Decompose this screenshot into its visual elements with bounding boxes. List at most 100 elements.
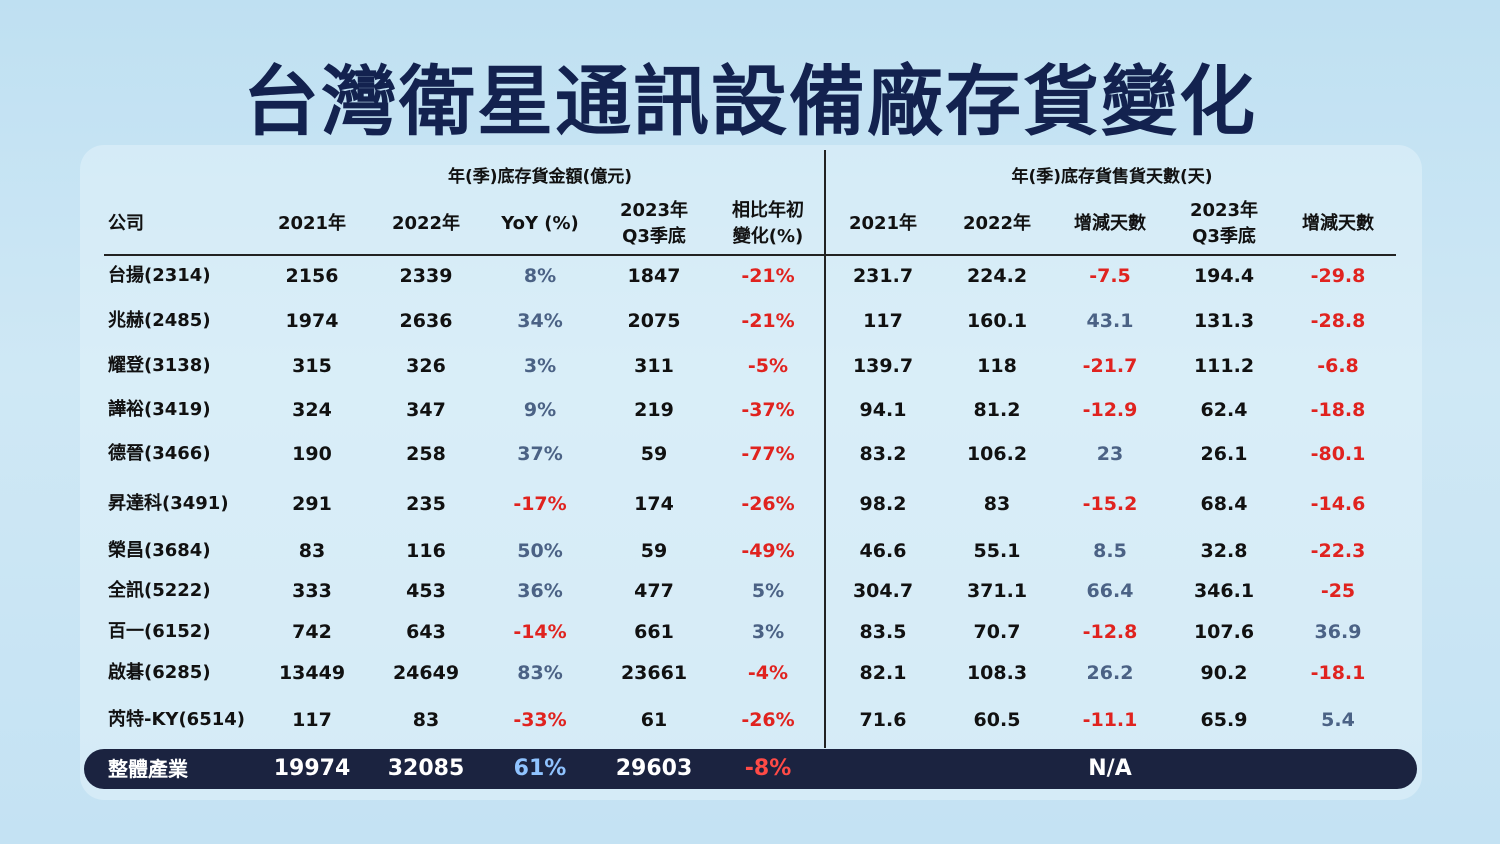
table-cell: 116 bbox=[406, 540, 446, 562]
table-cell: 347 bbox=[406, 399, 446, 421]
table-cell: 131.3 bbox=[1193, 310, 1255, 332]
table-cell: 62.4 bbox=[1200, 399, 1248, 421]
company-name: 全訊(5222) bbox=[108, 580, 211, 601]
group-header-inventory-amount: 年(季)底存貨金額(億元) bbox=[447, 167, 633, 187]
table-cell: -33% bbox=[513, 709, 567, 731]
company-name: 兆赫(2485) bbox=[108, 310, 211, 331]
table-cell: -18.8 bbox=[1310, 399, 1366, 421]
table-cell: 81.2 bbox=[973, 399, 1021, 421]
table-cell: 83.5 bbox=[859, 621, 907, 643]
column-header: 2022年 bbox=[391, 213, 461, 234]
table-cell: 231.7 bbox=[852, 265, 914, 287]
page-title: 台灣衛星通訊設備廠存貨變化 bbox=[243, 57, 1257, 146]
table-cell: 235 bbox=[406, 493, 446, 515]
table-cell: 742 bbox=[292, 621, 332, 643]
company-name: 台揚(2314) bbox=[108, 265, 211, 286]
table-cell: -26% bbox=[741, 493, 795, 515]
table-cell: 453 bbox=[406, 580, 446, 602]
table-cell: 83 bbox=[983, 493, 1011, 515]
table-cell: 71.6 bbox=[859, 709, 907, 731]
table-cell: 333 bbox=[292, 580, 332, 602]
table-cell: 118 bbox=[977, 355, 1017, 377]
table-cell: 1847 bbox=[627, 265, 681, 287]
group-header-inventory-days: 年(季)底存貨售貨天數(天) bbox=[1011, 167, 1213, 187]
company-name: 榮昌(3684) bbox=[108, 540, 211, 561]
table-cell: -21.7 bbox=[1082, 355, 1138, 377]
table-cell: -12.9 bbox=[1082, 399, 1138, 421]
table-cell: 61 bbox=[640, 709, 668, 731]
column-header: 2021年 bbox=[848, 213, 918, 234]
table-cell: 13449 bbox=[278, 662, 346, 684]
table-cell: -21% bbox=[741, 265, 795, 287]
total-cell: 61% bbox=[513, 756, 567, 781]
table-cell: 8.5 bbox=[1093, 540, 1127, 562]
company-name: 譁裕(3419) bbox=[108, 399, 211, 420]
table-cell: -6.8 bbox=[1317, 355, 1359, 377]
total-cell: 32085 bbox=[387, 756, 465, 781]
table-cell: 107.6 bbox=[1193, 621, 1255, 643]
table-cell: 477 bbox=[634, 580, 674, 602]
table-cell: 326 bbox=[406, 355, 446, 377]
table-cell: -14.6 bbox=[1310, 493, 1366, 515]
table-cell: 219 bbox=[634, 399, 674, 421]
table-cell: 36% bbox=[517, 580, 563, 602]
table-cell: -17% bbox=[513, 493, 567, 515]
company-name: 啟碁(6285) bbox=[108, 662, 211, 683]
table-cell: 2636 bbox=[399, 310, 453, 332]
table-cell: 23661 bbox=[620, 662, 688, 684]
table-cell: -80.1 bbox=[1310, 443, 1366, 465]
table-cell: 194.4 bbox=[1193, 265, 1255, 287]
table-cell: -26% bbox=[741, 709, 795, 731]
table-cell: 1974 bbox=[285, 310, 339, 332]
table-cell: 111.2 bbox=[1193, 355, 1255, 377]
table-cell: 108.3 bbox=[966, 662, 1028, 684]
table-cell: 117 bbox=[292, 709, 332, 731]
total-cell: -8% bbox=[744, 756, 792, 781]
table-cell: 83 bbox=[412, 709, 440, 731]
table-cell: 70.7 bbox=[973, 621, 1021, 643]
total-cell: 29603 bbox=[615, 756, 693, 781]
table-cell: 106.2 bbox=[966, 443, 1028, 465]
table-cell: 94.1 bbox=[859, 399, 907, 421]
table-cell: 43.1 bbox=[1086, 310, 1134, 332]
table-cell: 139.7 bbox=[852, 355, 914, 377]
table-cell: 90.2 bbox=[1200, 662, 1248, 684]
table-cell: 82.1 bbox=[859, 662, 907, 684]
table-cell: 24649 bbox=[392, 662, 460, 684]
table-cell: 32.8 bbox=[1200, 540, 1248, 562]
header-divider-right bbox=[826, 254, 1396, 256]
table-cell: 34% bbox=[517, 310, 563, 332]
table-cell: -25 bbox=[1320, 580, 1356, 602]
table-cell: 46.6 bbox=[859, 540, 907, 562]
total-days-na: N/A bbox=[1088, 756, 1132, 781]
table-cell: 26.1 bbox=[1200, 443, 1248, 465]
table-cell: 83% bbox=[517, 662, 563, 684]
company-name: 德晉(3466) bbox=[108, 443, 211, 464]
table-cell: 60.5 bbox=[973, 709, 1021, 731]
column-header: YoY (%) bbox=[501, 213, 579, 234]
table-cell: -21% bbox=[741, 310, 795, 332]
company-name: 昇達科(3491) bbox=[108, 493, 229, 514]
table-cell: 224.2 bbox=[966, 265, 1028, 287]
table-cell: -22.3 bbox=[1310, 540, 1366, 562]
table-cell: 2075 bbox=[627, 310, 681, 332]
table-cell: -18.1 bbox=[1310, 662, 1366, 684]
table-cell: 37% bbox=[517, 443, 563, 465]
table-cell: 59 bbox=[640, 443, 668, 465]
table-cell: 5.4 bbox=[1321, 709, 1355, 731]
table-cell: 117 bbox=[863, 310, 903, 332]
table-cell: -4% bbox=[747, 662, 789, 684]
table-cell: -37% bbox=[741, 399, 795, 421]
table-cell: 160.1 bbox=[966, 310, 1028, 332]
company-name: 百一(6152) bbox=[108, 621, 211, 642]
table-cell: 83 bbox=[298, 540, 326, 562]
table-cell: 3% bbox=[523, 355, 557, 377]
table-cell: -77% bbox=[741, 443, 795, 465]
table-cell: 26.2 bbox=[1086, 662, 1134, 684]
table-cell: -49% bbox=[741, 540, 795, 562]
company-name: 芮特-KY(6514) bbox=[108, 709, 246, 730]
column-header: 增減天數 bbox=[1074, 213, 1146, 234]
table-cell: 2156 bbox=[285, 265, 339, 287]
total-row-bar bbox=[84, 749, 1417, 789]
table-cell: 9% bbox=[523, 399, 557, 421]
